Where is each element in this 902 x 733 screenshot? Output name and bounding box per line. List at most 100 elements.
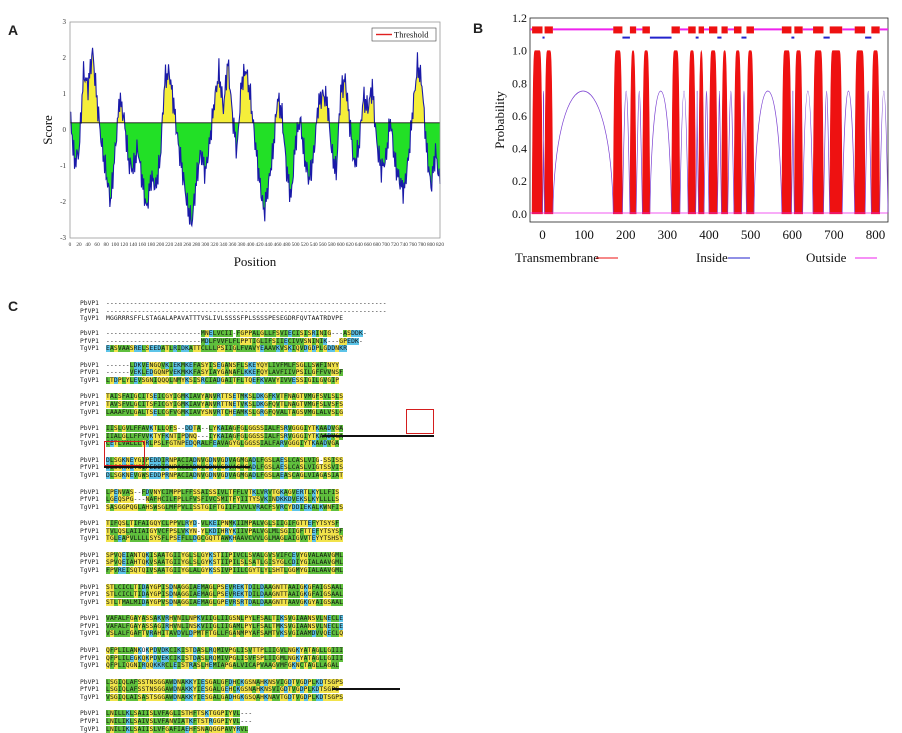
x-tick-label: 400 (247, 242, 255, 248)
alignment-row: TgVP1 LAAAFVLGALTSELCGFVGMKIAVYSNVRTCHEAM… (80, 408, 344, 417)
above-threshold-area (70, 47, 440, 123)
sequence-residues: DLSGKNEVGWSEDDPRNPACIADNVGDNVGDVAGMGADLF… (106, 471, 344, 479)
y-tick-label: 0 (63, 126, 67, 134)
x-tick-label: 300 (201, 242, 209, 248)
motif-underline (332, 688, 400, 690)
sequence-residues: CETLVALLLYRLPSLFGTNPEDQRALFEAVAGYGLGGSSI… (106, 440, 340, 448)
topology-tm-marker (698, 26, 705, 34)
sequence-residues: LAAAFVLGALTSELCGFVGMKIAVYSNVRTCHEAMKSLGR… (106, 408, 344, 416)
tm-segment (794, 50, 803, 215)
x-tick-label: 60 (94, 242, 100, 248)
motif-box-end (406, 409, 434, 434)
x-tick-label: 160 (138, 242, 146, 248)
legend-threshold-label: Threshold (394, 30, 429, 40)
alignment-row: TgVP1 FPVREISQTQIVSAATGIIYGLALGYKSSIVPIIL… (80, 567, 344, 575)
tm-segment (721, 50, 729, 215)
sequence-residues: FPVREISQTQIVSAATGIIYGLALGYKSSIVPIILCGYTL… (106, 567, 344, 575)
sequence-residues: LSGIQLAFSSTNSGGAWDNAKKYIESGALGFDHCKGSNAH… (106, 678, 344, 686)
tm-segment (612, 50, 623, 215)
sequence-residues: QFPLIQGNIRQQKKRCLEISTRASLHEMIAPGALVICAPV… (106, 662, 340, 670)
sequence-name: PbVP1 (80, 615, 99, 623)
sequence-name: TgVP1 (80, 693, 99, 701)
sequence-name: PfVP1 (80, 591, 99, 599)
alignment-row: PbVP1 TIFQSLTIFAIGQYCLPPVLRYD-VLKEIPNMKII… (80, 520, 343, 528)
topology-tm-marker (629, 26, 637, 34)
sequence-residues: ----------------------------------------… (106, 300, 387, 307)
alignment-block: PbVP1 ------LDKVENGQVKIEKMKEFASYISEGANSFL… (80, 361, 344, 385)
x-tick-label: 680 (373, 242, 381, 248)
topology-tm-marker (781, 26, 792, 34)
x-tick-label: 520 (301, 242, 309, 248)
alignment-row: PfVP1 VAFALFGAYASSAGIRHVNLINSKVIIGLIIGAML… (80, 622, 344, 631)
y-tick-label: 1 (63, 90, 67, 98)
x-tick-label: 600 (337, 242, 345, 248)
plot-frame (69, 21, 441, 239)
sequence-name: PfVP1 (80, 369, 99, 377)
alignment-row: PfVP1 TVLQSLAIIAIGYVCFPSLVKYN-YLKDIHRYKII… (80, 527, 344, 536)
topology-tm-marker (794, 26, 803, 34)
alignment-row: TgVP1 LTDPLYLEVSGNIQQQLNMYKSISRCIADGAITFL… (80, 376, 343, 385)
panel-label-a: A (8, 22, 19, 38)
sequence-name: TgVP1 (80, 315, 99, 323)
tm-segment (746, 50, 755, 215)
alignment-row: TgVP1 SASGGPQGLAHSWSGLMFPVLISSTGIFTGIIFIV… (80, 503, 344, 512)
sequence-name: PbVP1 (80, 520, 99, 528)
legend: Threshold (371, 27, 437, 42)
sequence-name: TgVP1 (80, 408, 99, 416)
sequence-name: TgVP1 (80, 376, 99, 384)
sequence-name: PbVP1 (80, 488, 99, 496)
alignment-block: PbVP1 SPVQEIANTQKISAATGIIYGLSLGYKSTIIPIVC… (80, 551, 344, 575)
sequence-name: TgVP1 (80, 630, 99, 638)
sequence-residues: STLCICLTIDAYGPISDNAGGIAEMAGLPSEVREKTDILD… (106, 583, 344, 591)
x-tick-label: 800 (866, 227, 886, 242)
legend-label: Outside (806, 250, 847, 265)
topology-tm-marker (733, 26, 742, 34)
sequence-residues: STLTMALMIDAYGPVSDNAGGIAEMAGLGPEVRSRTDALD… (106, 598, 344, 606)
y-tick-label: 3 (63, 18, 67, 26)
y-tick-label: -2 (60, 198, 66, 206)
sequence-residues: ------VEKLEDGQNPVEKMKKFASYIAYGANAFLKKEFQ… (106, 369, 344, 377)
alignment-row: PbVP1 ------LDKVENGQVKIEKMKEFASYISEGANSFL… (80, 361, 343, 370)
x-tick-label: 720 (391, 242, 399, 248)
alignment-row: PbVP1 -----------------------------------… (80, 300, 387, 308)
alignment-row: PbVP1 VAFALFGAYASSAKVRHVNILNPKVIIGLIIGSNL… (80, 615, 344, 623)
tm-segment (829, 50, 843, 215)
sequence-residues: QFPLILANKOKPDVDKCIKISTDASLRQMIVPGLISVTTP… (106, 647, 344, 654)
x-tick-label: 640 (355, 242, 363, 248)
x-tick-label: 560 (319, 242, 327, 248)
x-tick-label: 420 (256, 242, 264, 248)
legend-label: Inside (696, 250, 728, 265)
topology-tm-marker (746, 26, 754, 34)
sequence-residues: EASVAASRELSEEDATLRIDKATTCLLLPSIIGLFVAVYE… (106, 345, 348, 353)
sequence-residues: STLCICLTIDAYGPISDNAGGIAEMAGLPSEVREKTDILD… (106, 591, 344, 599)
sequence-name: TgVP1 (80, 567, 99, 575)
tm-segment (671, 50, 681, 215)
tm-segment (733, 50, 742, 215)
y-axis-label: Score (40, 115, 55, 145)
sequence-residues: ------LDKVENGQVKIEKMKEFASYISEGANSFLSKEYQ… (106, 361, 340, 369)
alignment-row: PfVP1 IIALGLLFFVVKTYFKNTIPDNQ---IYKAIAGFG… (80, 432, 344, 441)
sequence-residues: TAVSFVLGCITSFICGYIGMKIAVYANVRTTNETVKSLDK… (106, 400, 344, 408)
x-tick-label: 760 (409, 242, 417, 248)
x-tick-label: 0 (539, 227, 546, 242)
x-tick-label: 340 (219, 242, 227, 248)
x-axis-label: Position (234, 254, 277, 269)
alignment-block: PbVP1 LSGIQLAFSSTNSGGAWDNAKKYIESGALGFDHCK… (80, 678, 344, 702)
sequence-name: TgVP1 (80, 471, 99, 479)
x-tick-label: 660 (364, 242, 372, 248)
alignment-row: TgVP1 DLSGKNEVGWSEDDPRNPACIADNVGDNVGDVAGM… (80, 471, 344, 480)
sequence-residues: VAFALFGAYASSAGIRHVNLINSKVIIGLIIGAMLPYLFS… (106, 622, 344, 630)
sequence-name: PfVP1 (80, 527, 99, 535)
topology-tm-marker (544, 26, 553, 34)
sequence-residues: VAFALFGAYASSAKVRHVNILNPKVIIGLIIGSNLPYLFS… (106, 615, 344, 623)
sequence-name: PbVP1 (80, 678, 99, 686)
legend: Transmembrane Inside Outside (515, 250, 877, 265)
sequence-residues: VSLALFGAFTVRAHITAVDVLDPMTFTGLLFGANMPYAFS… (106, 630, 344, 638)
sequence-name: PfVP1 (80, 432, 99, 440)
alignment-row: TgVP1 CETLVALLLYRLPSLFGTNPEDQRALFEAVAGYGL… (80, 440, 343, 448)
topology-tm-marker (829, 26, 843, 34)
sequence-name: TgVP1 (80, 725, 99, 733)
x-tick-label: 500 (292, 242, 300, 248)
x-tick-label: 200 (156, 242, 164, 248)
tm-segment (781, 50, 792, 215)
